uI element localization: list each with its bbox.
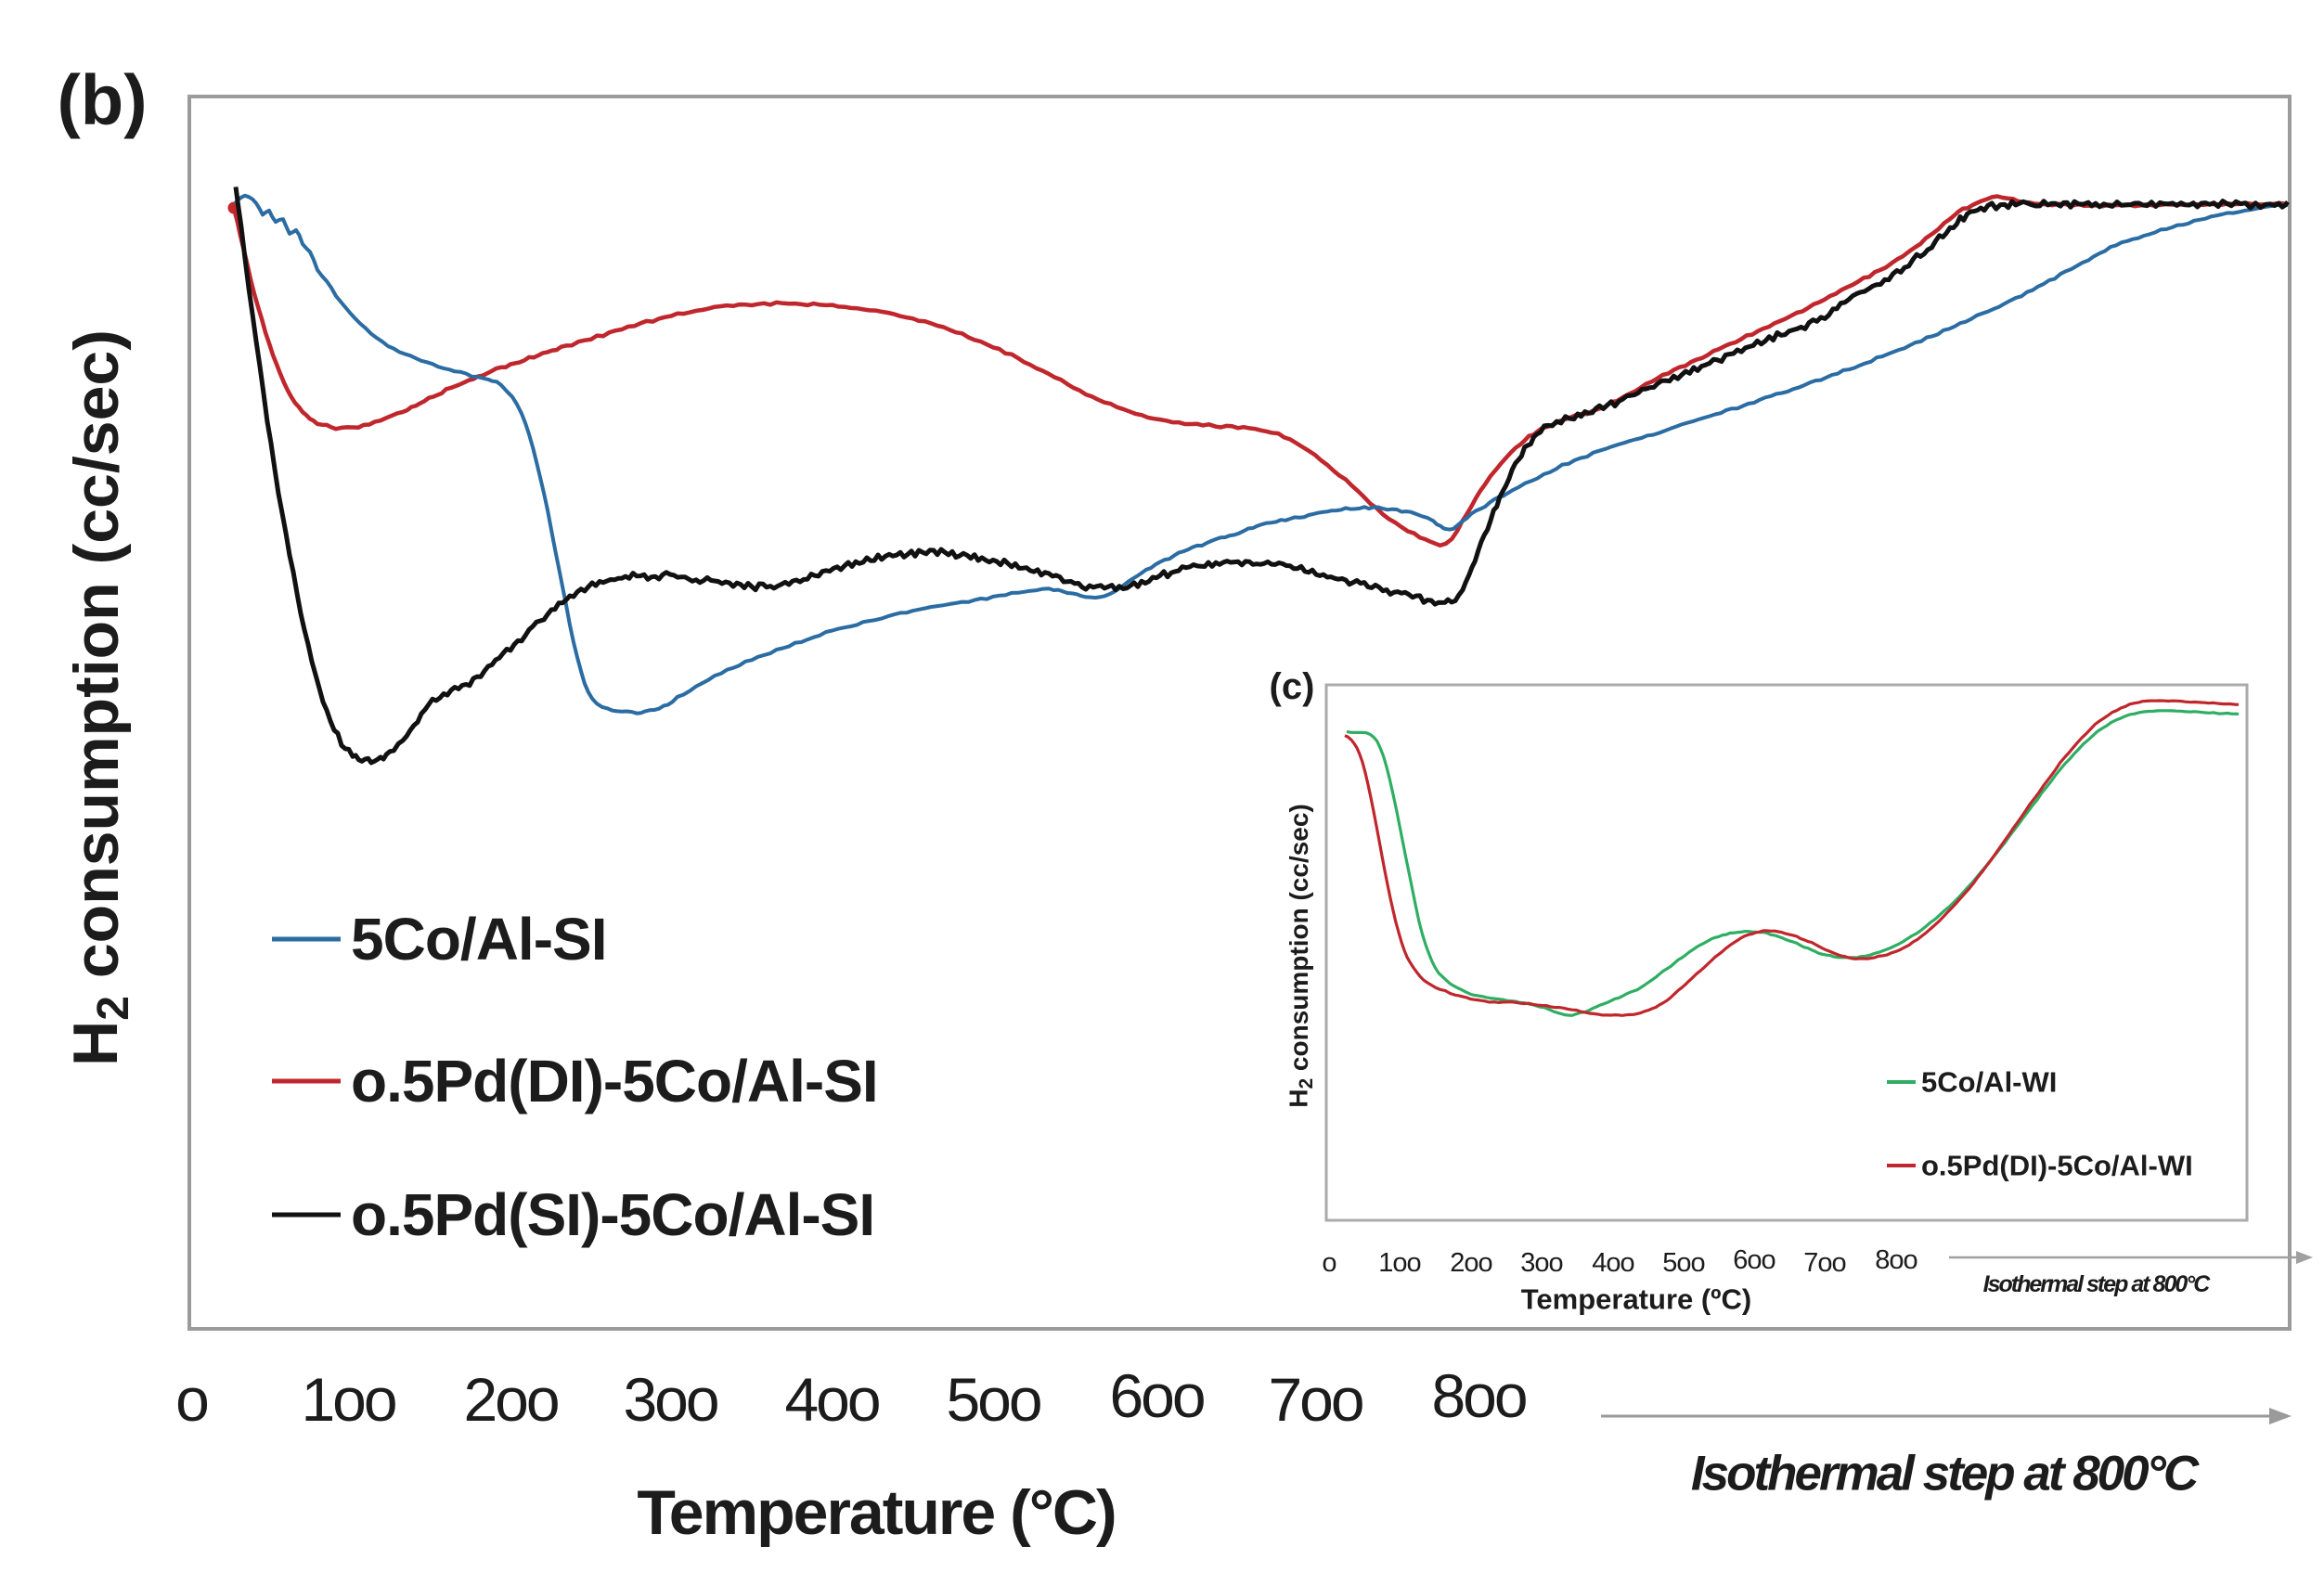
svg-text:2oo: 2oo — [463, 1365, 557, 1434]
svg-text:2oo: 2oo — [1450, 1248, 1491, 1278]
svg-text:1oo: 1oo — [301, 1365, 394, 1434]
svg-text:o: o — [1322, 1248, 1336, 1278]
svg-text:5oo: 5oo — [1662, 1248, 1704, 1278]
svg-text:(b): (b) — [57, 61, 147, 140]
svg-text:1oo: 1oo — [1378, 1248, 1420, 1278]
svg-text:8oo: 8oo — [1875, 1245, 1917, 1275]
svg-text:3oo: 3oo — [1520, 1248, 1562, 1278]
svg-text:o.5Pd(DI)-5Co/Al-WI: o.5Pd(DI)-5Co/Al-WI — [1921, 1150, 2193, 1182]
svg-text:7oo: 7oo — [1803, 1248, 1845, 1278]
svg-text:8oo: 8oo — [1431, 1361, 1525, 1430]
svg-text:4oo: 4oo — [1592, 1248, 1633, 1278]
svg-text:4oo: 4oo — [784, 1365, 878, 1434]
svg-text:H2 consumption (cc/sec): H2 consumption (cc/sec) — [1285, 804, 1317, 1108]
svg-text:6oo: 6oo — [1733, 1245, 1775, 1275]
svg-text:7oo: 7oo — [1268, 1365, 1362, 1434]
svg-text:o.5Pd(SI)-5Co/Al-SI: o.5Pd(SI)-5Co/Al-SI — [351, 1181, 874, 1248]
svg-text:5Co/Al-SI: 5Co/Al-SI — [351, 906, 606, 973]
svg-text:Isothermal step at 800°C: Isothermal step at 800°C — [1691, 1447, 2200, 1501]
svg-text:Temperature (ºC): Temperature (ºC) — [1521, 1283, 1751, 1316]
svg-text:o.5Pd(DI)-5Co/Al-SI: o.5Pd(DI)-5Co/Al-SI — [351, 1048, 878, 1115]
svg-text:5oo: 5oo — [946, 1365, 1039, 1434]
svg-text:(c): (c) — [1270, 666, 1315, 707]
svg-text:Temperature (°C): Temperature (°C) — [637, 1477, 1115, 1548]
svg-text:6oo: 6oo — [1109, 1361, 1203, 1430]
svg-text:5Co/Al-WI: 5Co/Al-WI — [1921, 1066, 2057, 1099]
svg-text:o: o — [175, 1365, 207, 1434]
svg-text:Isothermal step at 800°C: Isothermal step at 800°C — [1983, 1271, 2212, 1297]
svg-text:3oo: 3oo — [623, 1365, 717, 1434]
svg-text:H2 consumption (cc/sec): H2 consumption (cc/sec) — [60, 329, 138, 1066]
